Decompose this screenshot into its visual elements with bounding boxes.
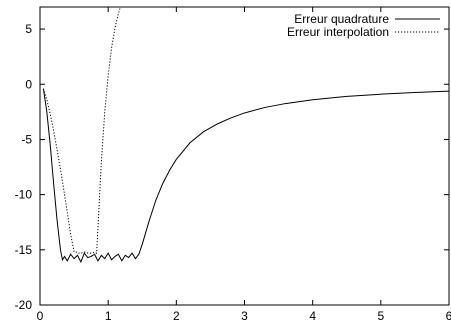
x-tick-label: 4 [309, 309, 316, 323]
y-tick-label: -10 [15, 188, 33, 202]
plot-area [39, 6, 450, 306]
x-tick-label: 6 [446, 309, 451, 323]
y-tick-label: 5 [25, 22, 32, 36]
legend-label-1: Erreur interpolation [287, 25, 389, 39]
series-line-1 [42, 7, 121, 254]
y-tick-label: -5 [21, 132, 32, 146]
y-tick-label: -20 [15, 298, 33, 312]
x-tick-label: 2 [173, 309, 180, 323]
x-tick-label: 1 [105, 309, 112, 323]
x-axis-ticks: 0 1 2 3 4 5 6 [37, 7, 451, 323]
y-axis-ticks: -20 -15 -10 -5 0 5 [15, 22, 449, 312]
series-line-0 [42, 88, 449, 264]
plot-frame [39, 6, 450, 306]
x-tick-label: 3 [241, 309, 248, 323]
legend-label-0: Erreur quadrature [294, 12, 389, 26]
x-tick-label: 0 [37, 309, 44, 323]
x-tick-label: 5 [377, 309, 384, 323]
y-tick-label: -15 [15, 243, 33, 257]
series-layer [42, 7, 449, 264]
y-tick-label: 0 [25, 77, 32, 91]
